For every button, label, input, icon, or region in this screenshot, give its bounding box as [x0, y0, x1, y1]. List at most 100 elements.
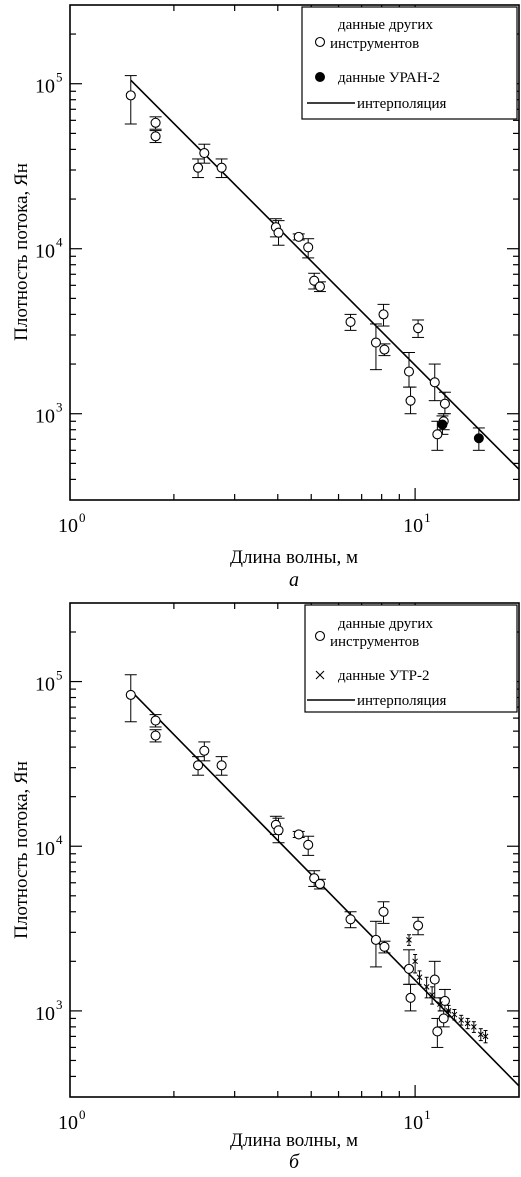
x-axis-label: Длина волны, м — [230, 1130, 358, 1151]
y-tick-label: 10 — [35, 1003, 55, 1025]
data-point-open — [370, 337, 381, 348]
legend-label-3: интерполяция — [357, 96, 447, 112]
y-tick-label-exponent: 3 — [56, 997, 63, 1012]
panel-label: а — [289, 569, 299, 591]
x-axis-label: Длина волны, м — [230, 547, 358, 568]
data-point-open — [378, 309, 389, 320]
y-tick-label: 10 — [35, 838, 55, 860]
data-point-open — [293, 829, 304, 840]
legend-marker-open-circle — [314, 630, 326, 642]
data-point-open — [125, 689, 136, 700]
data-point-filled — [437, 419, 448, 430]
data-point-cross — [482, 1033, 489, 1040]
legend-label-2: данные УРАН-2 — [338, 70, 440, 86]
data-point-open — [413, 920, 424, 931]
data-point-cross — [423, 983, 430, 990]
data-point-cross — [416, 974, 423, 981]
panel-label: б — [289, 1151, 300, 1173]
y-axis-label: Плотность потока, Ян — [11, 163, 32, 341]
legend-box — [301, 6, 518, 120]
data-point-open — [439, 398, 450, 409]
y-tick-label-exponent: 3 — [56, 400, 63, 415]
data-point-cross — [412, 958, 418, 965]
data-point-cross — [458, 1017, 465, 1023]
data-point-open — [303, 839, 314, 850]
data-point-open — [150, 117, 161, 128]
x-tick-label: 10 — [403, 515, 423, 537]
x-tick-label: 10 — [403, 1112, 423, 1134]
data-point-open — [199, 745, 210, 756]
data-point-open — [345, 914, 356, 925]
data-point-open — [429, 974, 440, 985]
data-point-cross — [437, 1001, 443, 1007]
plot-frame — [69, 4, 520, 501]
data-point-open — [216, 162, 227, 173]
x-tick-label-exponent: 1 — [424, 510, 431, 525]
data-point-open — [150, 730, 161, 741]
data-point-open — [403, 366, 415, 377]
y-axis-label: Плотность потока, Ян — [11, 761, 32, 939]
error-bars — [124, 75, 485, 451]
interpolation-line-segment — [130, 690, 520, 1087]
legend-label-1a: данные других — [338, 616, 433, 632]
data-point-open — [314, 281, 326, 292]
legend-label-1b: инструментов — [330, 36, 419, 52]
data-point-open — [405, 992, 416, 1003]
legend-label-3: интерполяция — [357, 693, 447, 709]
y-tick-label-exponent: 5 — [56, 70, 63, 85]
data-point-open — [193, 760, 204, 771]
legend-label-2: данные УТР-2 — [338, 668, 429, 684]
legend-marker-cross — [315, 670, 325, 680]
data-point-open — [378, 906, 389, 917]
interpolation-line-segment — [130, 79, 520, 470]
data-point-open — [439, 995, 450, 1006]
data-point-open — [405, 395, 416, 406]
data-point-open — [150, 715, 161, 726]
data-point-open — [403, 963, 415, 974]
legend: данные других инструментов данные УТР-2 … — [304, 604, 518, 713]
y-tick-label-exponent: 4 — [56, 832, 63, 847]
y-tick-label: 10 — [35, 76, 55, 98]
data-point-open — [370, 934, 381, 945]
data-point-open — [303, 242, 314, 253]
data-point-open — [379, 344, 390, 355]
data-point-cross — [477, 1031, 484, 1038]
x-tick-label-exponent: 0 — [79, 510, 86, 525]
data-point-open — [216, 760, 227, 771]
data-point-open — [413, 323, 424, 334]
data-point-cross — [429, 992, 435, 998]
legend-marker-filled-circle — [315, 72, 325, 82]
interpolation-line — [130, 690, 520, 1087]
y-tick-label: 10 — [35, 406, 55, 428]
interpolation-line — [130, 79, 520, 470]
x-tick-label-exponent: 1 — [424, 1107, 431, 1122]
data-point-cross — [451, 1011, 458, 1018]
data-point-open — [432, 1026, 443, 1037]
legend: данные других инструментов данные УРАН-2… — [301, 6, 518, 120]
x-tick-labels: 10 0 10 1 — [58, 1107, 431, 1134]
data-point-open — [293, 231, 304, 242]
legend-label-1a: данные других — [338, 17, 433, 33]
x-tick-label-exponent: 0 — [79, 1107, 86, 1122]
data-point-open — [125, 90, 136, 101]
data-point-open — [345, 316, 356, 327]
data-point-cross — [445, 1008, 452, 1014]
error-bars — [124, 674, 488, 1048]
x-tick-label: 10 — [58, 1112, 78, 1134]
data-point-open — [438, 1013, 449, 1024]
legend-label-1b: инструментов — [330, 634, 419, 650]
legend-marker-open-circle — [314, 36, 326, 48]
data-point-open — [429, 377, 440, 388]
y-tick-label: 10 — [35, 674, 55, 696]
data-points — [125, 90, 484, 444]
x-tick-label: 10 — [58, 515, 78, 537]
data-point-open — [273, 825, 284, 836]
data-point-cross — [406, 937, 412, 943]
data-point-open — [273, 227, 284, 238]
data-point-open — [379, 941, 390, 952]
